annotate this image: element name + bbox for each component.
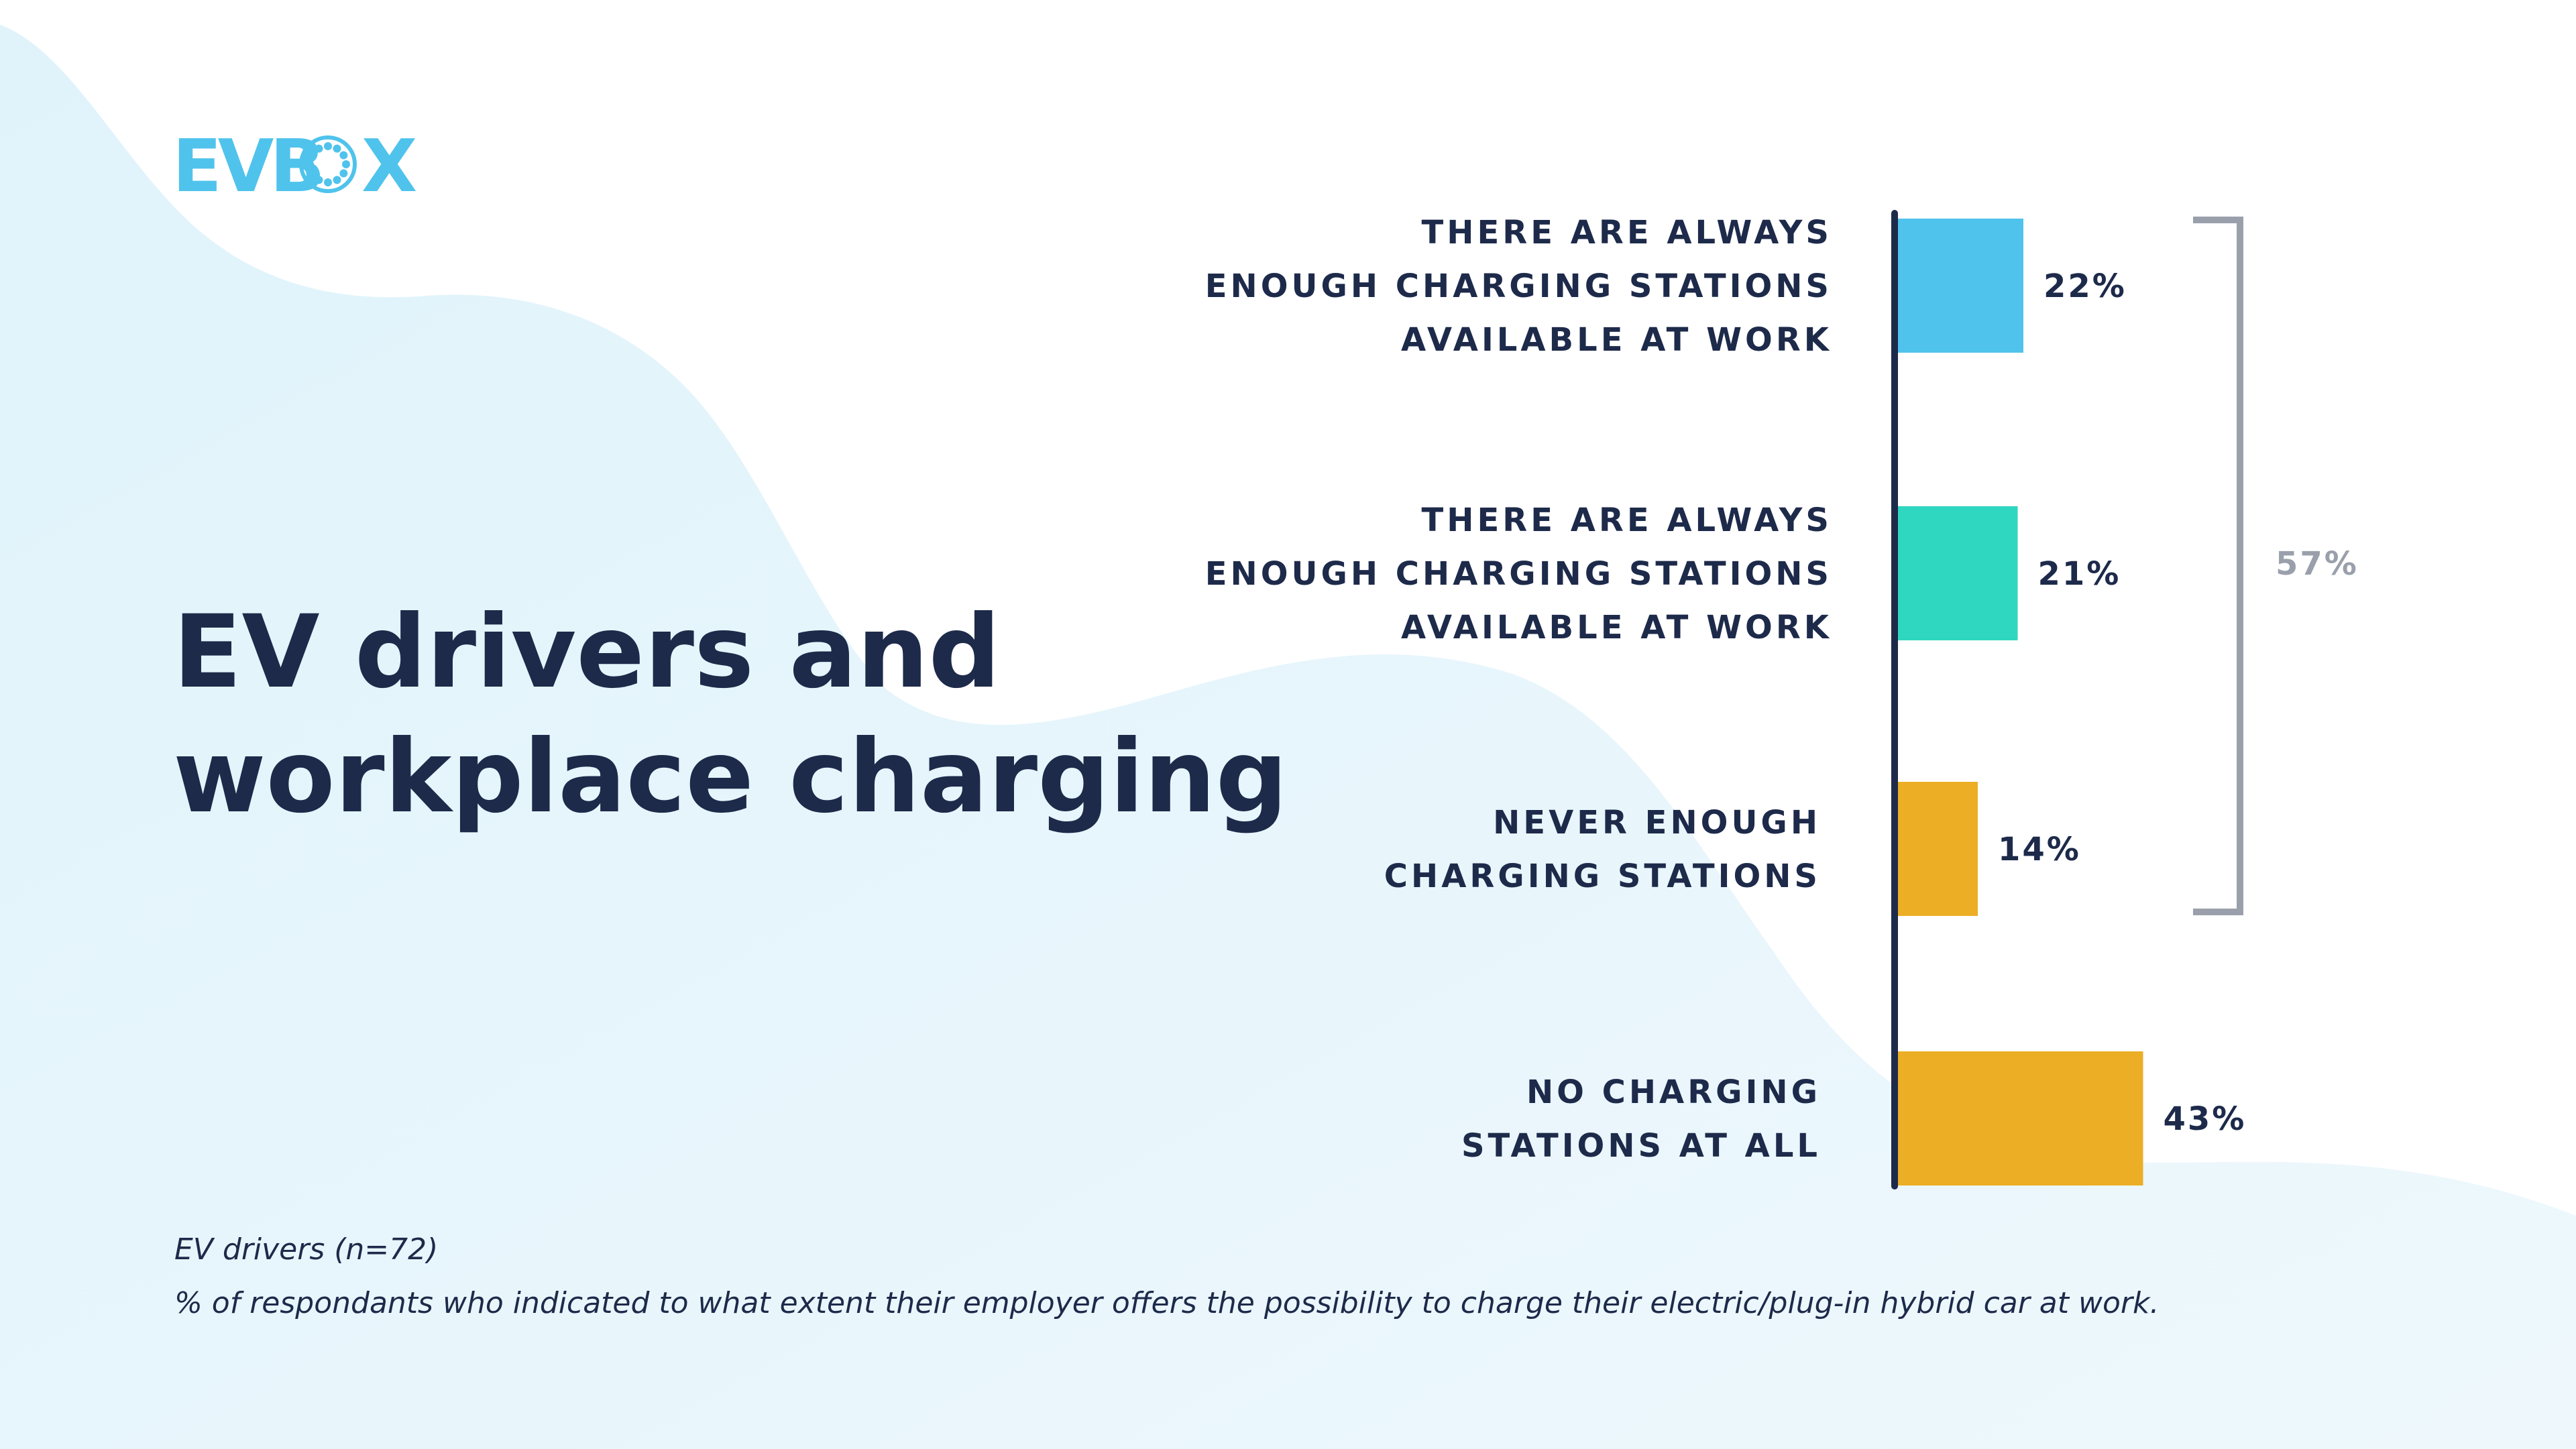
- bracket-label: 57%: [2276, 545, 2359, 583]
- category-label-0-1: ENOUGH CHARGING STATIONS: [1205, 268, 1832, 305]
- value-label-2: 14%: [1998, 831, 2081, 868]
- evbox-logo: EVB X: [172, 125, 421, 210]
- value-label-1: 21%: [2038, 555, 2121, 593]
- category-label-1-1: ENOUGH CHARGING STATIONS: [1205, 555, 1832, 593]
- category-label-1-0: THERE ARE ALWAYS: [1422, 502, 1832, 539]
- page-title: EV drivers and workplace charging: [173, 590, 1288, 839]
- category-label-2-0: NEVER ENOUGH: [1493, 804, 1821, 842]
- evbox-logo-mark: EVB X: [172, 125, 419, 209]
- value-label-3: 43%: [2164, 1100, 2247, 1138]
- footnote-description: % of respondants who indicated to what e…: [174, 1286, 2160, 1320]
- category-label-3-0: NO CHARGING: [1526, 1074, 1821, 1111]
- bar-0: [1898, 219, 2023, 353]
- bar-3: [1898, 1051, 2143, 1185]
- bracket: [2193, 217, 2243, 915]
- category-label-0-2: AVAILABLE AT WORK: [1401, 321, 1832, 359]
- bar-2: [1898, 782, 1978, 916]
- svg-text:X: X: [361, 134, 416, 198]
- category-label-2-1: CHARGING STATIONS: [1384, 858, 1821, 895]
- bar-1: [1898, 506, 2018, 640]
- title-line-1: EV drivers and: [173, 594, 1001, 711]
- footnote-sample: EV drivers (n=72): [174, 1232, 439, 1267]
- category-label-3-1: STATIONS AT ALL: [1461, 1127, 1821, 1165]
- category-label-0-0: THERE ARE ALWAYS: [1422, 214, 1832, 251]
- title-line-2: workplace charging: [173, 719, 1288, 835]
- value-label-0: 22%: [2043, 268, 2127, 305]
- category-label-1-2: AVAILABLE AT WORK: [1401, 609, 1832, 646]
